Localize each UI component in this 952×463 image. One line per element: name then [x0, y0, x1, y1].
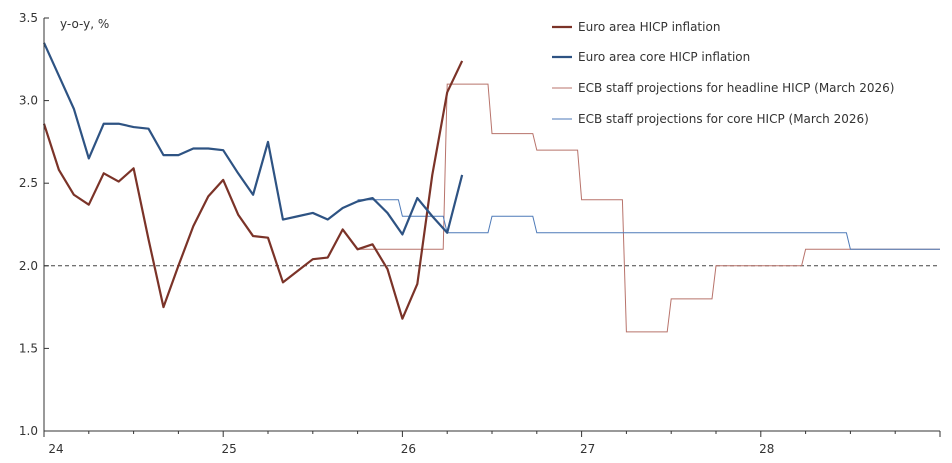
projection-series-line	[357, 199, 940, 250]
x-tick-label: 27	[580, 442, 595, 456]
x-tick-label: 26	[401, 442, 416, 456]
x-tick-label: 28	[759, 442, 774, 456]
tick-labels: 1.0 1.5 2.0 2.5 3.0 3.5 24 25 26 27 28	[19, 11, 941, 456]
y-tick-label: 1.5	[19, 341, 38, 355]
legend-label: ECB staff projections for core HICP (Mar…	[578, 112, 869, 126]
legend-label: Euro area core HICP inflation	[578, 50, 750, 64]
actual-series-line	[42, 60, 464, 320]
y-axis-label: y-o-y, %	[60, 17, 109, 31]
legend: Euro area HICP inflation Euro area core H…	[552, 20, 894, 126]
legend-label: ECB staff projections for headline HICP …	[578, 81, 894, 95]
axes	[43, 18, 940, 432]
y-tick-label: 2.5	[19, 176, 38, 190]
actual-series-line	[42, 42, 464, 236]
y-tick-label: 1.0	[19, 424, 38, 438]
x-tick-label: 25	[222, 442, 237, 456]
x-tick-label: 24	[48, 442, 63, 456]
y-tick-label: 3.0	[19, 94, 38, 108]
plot-marks	[42, 42, 940, 333]
y-tick-label: 3.5	[19, 11, 38, 25]
y-tick-label: 2.0	[19, 259, 38, 273]
legend-label: Euro area HICP inflation	[578, 20, 720, 34]
